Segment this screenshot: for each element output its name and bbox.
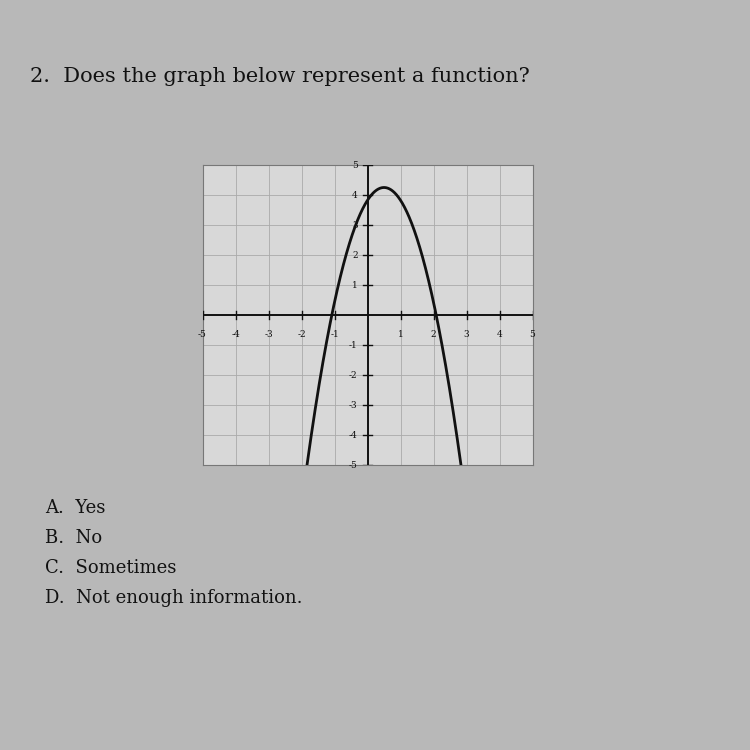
Text: B.  No: B. No xyxy=(45,529,102,547)
Text: 1: 1 xyxy=(352,280,358,290)
Text: D.  Not enough information.: D. Not enough information. xyxy=(45,589,302,607)
Text: -4: -4 xyxy=(231,330,240,339)
Text: -2: -2 xyxy=(349,370,358,380)
Text: 1: 1 xyxy=(398,330,404,339)
Text: A.  Yes: A. Yes xyxy=(45,499,105,517)
Text: -1: -1 xyxy=(330,330,339,339)
Text: -5: -5 xyxy=(349,460,358,470)
Text: -3: -3 xyxy=(264,330,273,339)
Text: 2: 2 xyxy=(352,251,358,260)
Text: -4: -4 xyxy=(349,430,358,439)
Text: 2: 2 xyxy=(430,330,436,339)
Text: 3: 3 xyxy=(464,330,470,339)
Text: -5: -5 xyxy=(198,330,207,339)
Text: 4: 4 xyxy=(496,330,502,339)
Text: C.  Sometimes: C. Sometimes xyxy=(45,559,176,577)
Text: 2.  Does the graph below represent a function?: 2. Does the graph below represent a func… xyxy=(30,68,530,86)
Text: 5: 5 xyxy=(530,330,536,339)
Text: 4: 4 xyxy=(352,190,358,200)
Text: -1: -1 xyxy=(349,340,358,350)
Text: 5: 5 xyxy=(352,160,358,170)
Text: 3: 3 xyxy=(352,220,358,230)
Text: -3: -3 xyxy=(349,400,358,410)
Text: -2: -2 xyxy=(297,330,306,339)
